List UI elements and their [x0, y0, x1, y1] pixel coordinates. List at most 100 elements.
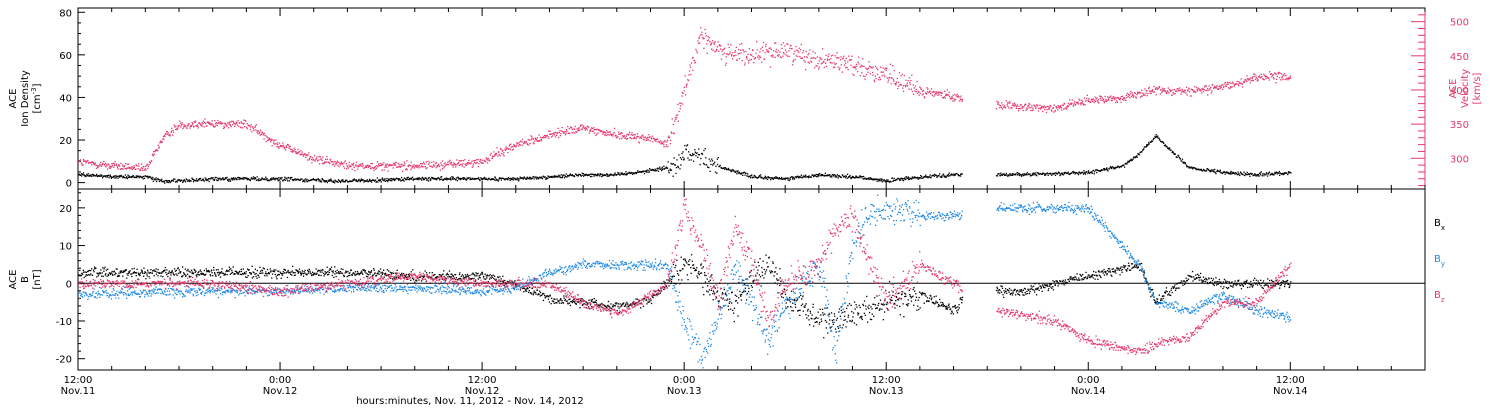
velocity-point [559, 130, 560, 131]
velocity-point [1247, 78, 1248, 79]
velocity-point [501, 153, 502, 154]
velocity-point [781, 57, 782, 58]
velocity-point [829, 59, 830, 60]
density-point [949, 173, 950, 174]
b-point-bx [327, 267, 328, 268]
density-point [204, 180, 205, 181]
velocity-point [455, 166, 456, 167]
velocity-point [1117, 102, 1118, 103]
density-point [1269, 172, 1270, 173]
density-point [411, 178, 412, 179]
velocity-point [1009, 101, 1010, 102]
b-point-bx [333, 270, 334, 271]
density-point [403, 180, 404, 181]
velocity-point [238, 126, 239, 127]
b-point-bx [110, 274, 111, 275]
density-point [892, 177, 893, 178]
velocity-point [1101, 96, 1102, 97]
velocity-point [1276, 82, 1277, 83]
velocity-point [927, 91, 928, 92]
density-point [689, 159, 690, 160]
density-point [326, 181, 327, 182]
velocity-point [804, 61, 805, 62]
b-point-bx [371, 272, 372, 273]
velocity-point [348, 167, 349, 168]
b-point-bx [227, 274, 228, 275]
density-point [1234, 174, 1235, 175]
b-point-bx [282, 273, 283, 274]
velocity-point [519, 144, 520, 145]
velocity-point [1001, 107, 1002, 108]
velocity-point [757, 57, 758, 58]
velocity-point [698, 38, 699, 39]
b-point-bx [303, 273, 304, 274]
density-point [430, 178, 431, 179]
velocity-point [147, 168, 148, 169]
velocity-point [1021, 104, 1022, 105]
velocity-point [856, 64, 857, 65]
velocity-point [821, 59, 822, 60]
velocity-point [507, 152, 508, 153]
velocity-point [1074, 103, 1075, 104]
b-point-bx [216, 269, 217, 270]
velocity-point [349, 162, 350, 163]
velocity-point [473, 165, 474, 166]
velocity-point [700, 34, 701, 35]
b-point-bx [366, 276, 367, 277]
b-point-bx [185, 269, 186, 270]
velocity-point [889, 73, 890, 74]
velocity-point [413, 164, 414, 165]
b-point-bx [266, 275, 267, 276]
density-point [787, 179, 788, 180]
velocity-point [350, 166, 351, 167]
density-point [1102, 170, 1103, 171]
density-point [960, 175, 961, 176]
velocity-point [376, 165, 377, 166]
density-point [925, 175, 926, 176]
density-point [624, 173, 625, 174]
b-point-bx [262, 272, 263, 273]
velocity-point [362, 166, 363, 167]
density-point [333, 181, 334, 182]
b-point-bx [347, 271, 348, 272]
velocity-point [118, 164, 119, 165]
density-point [342, 179, 343, 180]
velocity-point [492, 158, 493, 159]
density-point [894, 178, 895, 179]
b-point-bx [259, 267, 260, 268]
velocity-point [462, 163, 463, 164]
b-point-bx [136, 275, 137, 276]
velocity-point [1227, 82, 1228, 83]
b-point-bx [426, 272, 427, 273]
b-point-bx [338, 271, 339, 272]
velocity-point [131, 166, 132, 167]
density-point [831, 175, 832, 176]
velocity-point [781, 44, 782, 45]
density-point [764, 177, 765, 178]
velocity-point [554, 132, 555, 133]
velocity-point [703, 48, 704, 49]
density-point [450, 177, 451, 178]
density-point [441, 176, 442, 177]
velocity-point [850, 65, 851, 66]
velocity-point [574, 129, 575, 130]
velocity-point [1269, 79, 1270, 80]
velocity-point [855, 68, 856, 69]
velocity-point [382, 170, 383, 171]
b-point-bx [523, 291, 524, 292]
density-point [1177, 157, 1178, 158]
velocity-point [325, 159, 326, 160]
velocity-point [1222, 84, 1223, 85]
velocity-point [456, 164, 457, 165]
velocity-point [463, 160, 464, 161]
velocity-point [134, 167, 135, 168]
velocity-point [1220, 88, 1221, 89]
density-point [265, 177, 266, 178]
b-point-bx [157, 275, 158, 276]
velocity-point [914, 90, 915, 91]
velocity-point [1122, 96, 1123, 97]
density-point [144, 178, 145, 179]
density-point [648, 172, 649, 173]
velocity-point [901, 84, 902, 85]
density-point [291, 177, 292, 178]
